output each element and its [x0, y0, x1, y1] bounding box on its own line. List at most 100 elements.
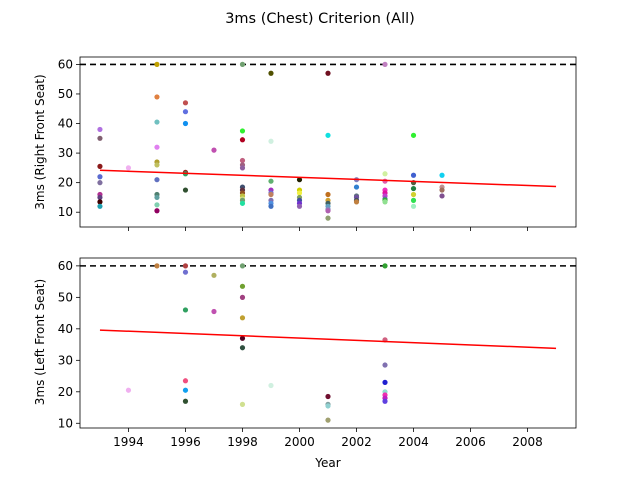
trend-line [99, 329, 557, 350]
data-point [382, 398, 388, 404]
data-point [239, 200, 246, 206]
data-point [154, 94, 160, 100]
data-point [439, 193, 445, 199]
data-point [154, 144, 160, 150]
data-point [239, 128, 246, 134]
data-point [325, 393, 331, 400]
y-tick-label: 30 [58, 353, 73, 367]
x-tick-label: 2000 [284, 435, 315, 449]
data-point [97, 135, 103, 141]
data-point [410, 132, 417, 138]
data-point [239, 263, 246, 269]
y-tick-label: 20 [58, 385, 73, 399]
data-point [268, 178, 274, 184]
data-point [439, 187, 445, 193]
data-point [182, 398, 189, 404]
data-point [382, 199, 388, 205]
data-point [382, 362, 388, 368]
x-tick-label: 1998 [227, 435, 258, 449]
data-point [125, 387, 132, 393]
data-point [268, 203, 274, 209]
plot-frame [79, 56, 577, 228]
x-tick-label: 1994 [113, 435, 144, 449]
data-point [154, 263, 160, 269]
y-tick-label: 30 [58, 146, 73, 160]
data-point [154, 177, 160, 183]
data-point [239, 157, 246, 164]
data-point [296, 203, 303, 209]
data-point [410, 203, 417, 209]
data-point [154, 194, 160, 201]
data-point [410, 185, 417, 192]
data-point [182, 109, 189, 115]
data-point [125, 165, 132, 171]
trend-line [99, 169, 557, 188]
data-point [239, 137, 246, 143]
data-point [239, 165, 246, 171]
data-point [296, 190, 303, 196]
y-tick-label: 40 [58, 117, 73, 131]
x-tick-label: 2004 [398, 435, 429, 449]
data-point [97, 126, 103, 133]
data-point [97, 174, 103, 180]
bottom-plot-ylabel: 3ms (Left Front Seat) [33, 279, 47, 405]
data-point [268, 382, 274, 389]
y-tick-label: 60 [58, 259, 73, 273]
data-point [239, 283, 246, 289]
data-point [410, 172, 417, 178]
data-point [211, 272, 217, 278]
data-point [239, 294, 246, 300]
data-point [268, 70, 274, 76]
data-point [353, 199, 360, 205]
data-point [97, 203, 103, 209]
data-point [268, 191, 274, 198]
bottom-plot-left-front-seat: 10 20 30 40 50 60 1994 1996 1998 2000 2002 2004 2006… [58, 257, 577, 449]
data-point [182, 387, 189, 393]
data-point [97, 194, 103, 201]
data-point [182, 187, 189, 193]
data-point [182, 100, 189, 106]
data-point [268, 138, 274, 144]
x-tick-label: 2008 [512, 435, 543, 449]
data-point [382, 61, 388, 67]
data-point [325, 417, 331, 423]
top-plot-ylabel: 3ms (Right Front Seat) [33, 74, 47, 209]
data-point [154, 119, 160, 125]
data-point [325, 70, 331, 76]
data-point [154, 208, 160, 214]
data-point [410, 197, 417, 203]
y-tick-label: 40 [58, 322, 73, 336]
data-point [182, 307, 189, 313]
data-point [182, 263, 189, 269]
data-point [154, 61, 160, 67]
chart-title: 3ms (Chest) Criterion (All) [225, 11, 415, 27]
x-axis-label: Year [314, 456, 340, 470]
data-point [296, 177, 303, 183]
data-point [239, 315, 246, 321]
data-point [325, 132, 331, 138]
y-tick-label: 50 [58, 290, 73, 304]
y-tick-label: 50 [58, 87, 73, 101]
top-plot-right-front-seat: 10 20 30 40 50 60 [58, 56, 577, 231]
data-point [182, 378, 189, 384]
data-point [211, 308, 217, 315]
data-point [353, 184, 360, 190]
data-point [211, 147, 217, 153]
data-point [325, 191, 331, 198]
data-point [154, 162, 160, 168]
data-point [239, 401, 246, 407]
data-point [239, 61, 246, 67]
data-point [382, 263, 388, 269]
y-tick-label: 60 [58, 57, 73, 71]
data-point [154, 202, 160, 208]
data-point [182, 120, 189, 127]
data-point [97, 199, 103, 205]
data-point [325, 403, 331, 409]
data-point [410, 191, 417, 198]
data-point [325, 208, 331, 214]
data-point [239, 345, 246, 351]
y-tick-label: 10 [58, 416, 73, 430]
data-point [182, 269, 189, 275]
data-point [97, 180, 103, 186]
